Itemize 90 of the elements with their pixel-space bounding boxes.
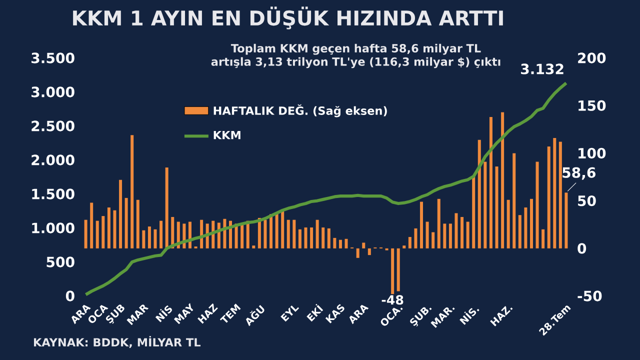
bar [292, 220, 296, 248]
bar [408, 236, 412, 248]
x-tick-label: EYL [280, 306, 300, 322]
data-label: -48 [382, 295, 404, 305]
bar [547, 146, 550, 248]
bar [310, 227, 314, 248]
bar [281, 211, 284, 248]
bar [506, 200, 510, 248]
bar [484, 162, 487, 248]
y-tick-label: 2.000 [32, 154, 74, 166]
bar [443, 224, 446, 248]
bar [414, 228, 418, 248]
x-tick-label: NİS [155, 305, 172, 322]
y2-tick-label: 100 [578, 148, 606, 159]
bar [124, 198, 128, 248]
bar [107, 207, 110, 248]
bar [165, 167, 168, 248]
y2-tick-label: 150 [578, 100, 606, 111]
bar [368, 248, 371, 256]
data-label: 58,6 [562, 167, 596, 180]
y-tick-label: 1.000 [32, 222, 74, 234]
legend-label: HAFTALIK DEĞ. (Sağ eksen) [214, 104, 387, 118]
bar [530, 198, 533, 248]
bar [240, 224, 244, 248]
y-tick-label: 500 [46, 256, 74, 268]
y-tick-label: 1.500 [32, 188, 74, 200]
bar [322, 227, 325, 248]
bar [113, 210, 116, 248]
bar [264, 220, 267, 248]
bar [148, 226, 151, 248]
bar [536, 162, 539, 248]
bar [304, 227, 308, 248]
text: KAYNAK: BDDK, MİLYAR TL [34, 336, 201, 348]
bar [316, 220, 319, 248]
y-tick-label: 2.500 [32, 120, 74, 132]
bar [524, 207, 528, 248]
bar [298, 229, 302, 248]
bar [460, 216, 464, 248]
bar [402, 246, 406, 248]
bar [90, 202, 94, 248]
y-tick-label: 3.500 [32, 52, 74, 64]
chart-title: KKM 1 AYIN EN DÜŞÜK HIZINDA ARTTI [73, 6, 503, 30]
bar [432, 232, 435, 248]
chart-subtitle: Toplam KKM geçen hafta 58,6 milyar TL artışla 3,13 trilyon TL'ye (116,3 milyar $) çıktı [211, 44, 500, 68]
legend-label: KKM [214, 130, 240, 140]
bar [344, 238, 348, 248]
bar [553, 138, 556, 248]
bar [338, 240, 342, 248]
bar [142, 230, 146, 248]
bar [286, 220, 290, 248]
bar [472, 176, 476, 248]
bar [130, 135, 134, 248]
bar [420, 202, 424, 248]
bar [362, 242, 366, 248]
bar [119, 180, 122, 248]
bar [495, 166, 498, 248]
bar [333, 238, 336, 248]
y2-tick-label: 200 [578, 52, 606, 64]
bar [396, 248, 400, 292]
bar [478, 140, 481, 248]
bar [275, 213, 278, 248]
bar [96, 220, 99, 248]
bar [252, 246, 256, 248]
bar [160, 220, 163, 248]
y2-tick-label: -50 [578, 290, 602, 302]
bar [154, 229, 157, 248]
bar [454, 213, 458, 248]
bar [356, 248, 360, 258]
bar [391, 248, 394, 294]
bar [327, 228, 330, 248]
y-tick-label: 3.000 [32, 86, 74, 98]
data-label: 3.132 [521, 64, 564, 74]
bar [136, 200, 140, 248]
y2-tick-label: 50 [578, 195, 596, 206]
bar [448, 224, 452, 248]
bar [437, 198, 440, 248]
bar [426, 222, 429, 248]
bar [558, 142, 562, 248]
bar [270, 214, 273, 248]
bar [84, 220, 88, 248]
bar [501, 112, 504, 248]
bar [102, 216, 105, 248]
bar [512, 153, 516, 248]
y2-tick-label: 0 [578, 243, 586, 254]
bar [564, 192, 568, 248]
bar [518, 215, 522, 248]
y-tick-label: 0 [66, 290, 74, 302]
bar [466, 222, 470, 248]
bar [489, 117, 492, 248]
bar [542, 229, 545, 248]
